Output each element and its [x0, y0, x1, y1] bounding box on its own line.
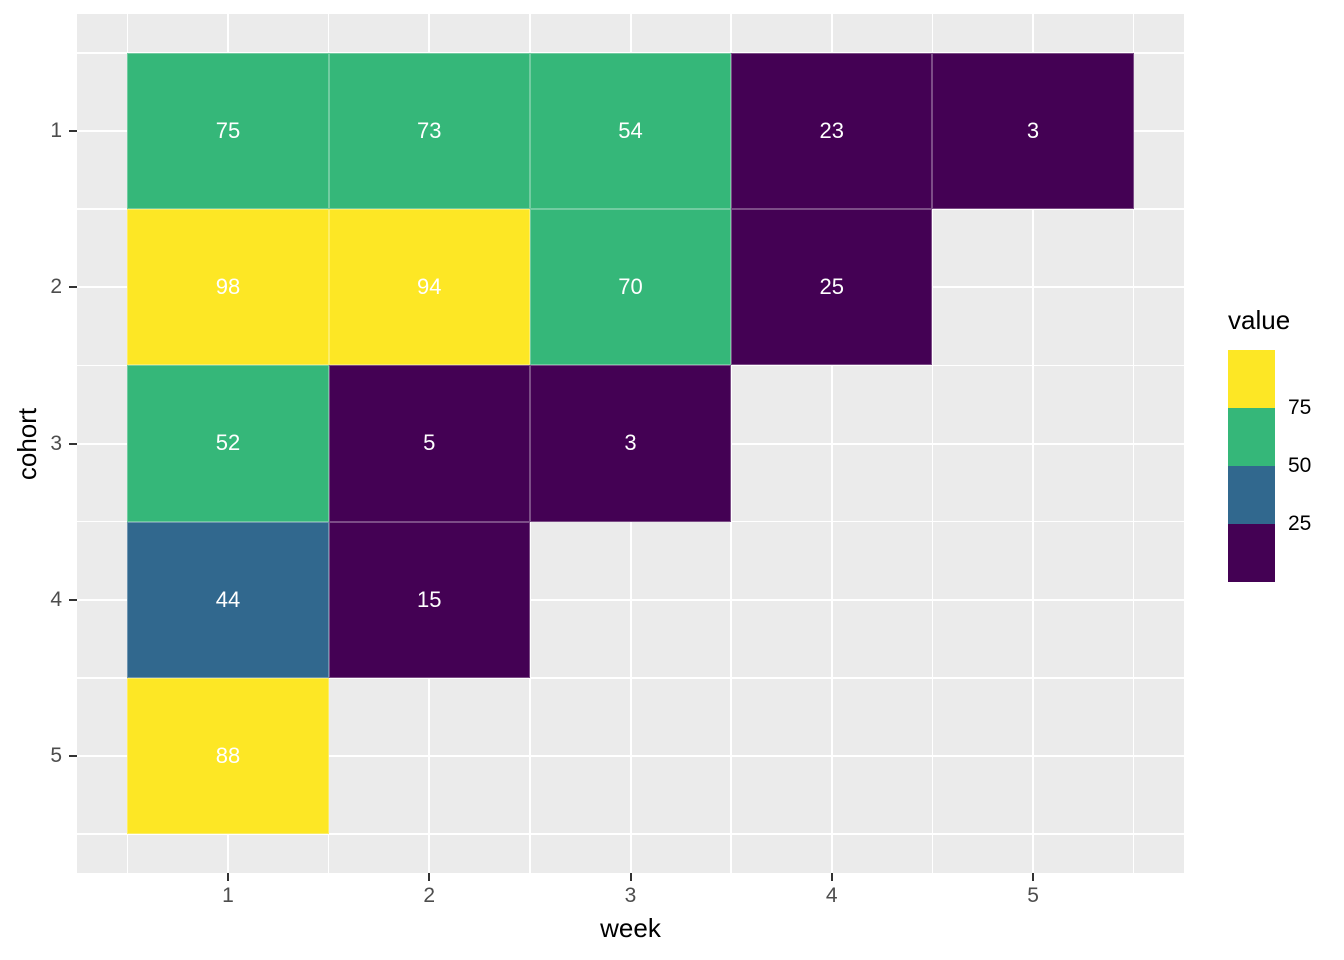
- y-tick-mark: [69, 598, 77, 601]
- y-tick-label: 2: [50, 275, 62, 299]
- legend-label: 75: [1288, 396, 1312, 419]
- tile-value-label: 15: [416, 586, 442, 612]
- heatmap-tile: 94: [328, 209, 530, 366]
- legend-label: 25: [1288, 512, 1312, 535]
- heatmap-tile: 5: [328, 365, 530, 522]
- heatmap-tile: 44: [127, 521, 329, 678]
- gridline-minor-v: [1132, 14, 1135, 873]
- gridline-major-v: [830, 14, 833, 873]
- tile-value-label: 5: [423, 430, 436, 456]
- gridline-minor-v: [730, 14, 732, 873]
- heatmap-tile: 23: [731, 53, 933, 210]
- heatmap-tile: 73: [328, 53, 530, 210]
- tile-value-label: 23: [819, 118, 844, 144]
- y-tick-label: 3: [50, 431, 62, 455]
- plot-panel: 75 73 54 23 3 98 94 70 25 52 5 3 44 15 88: [77, 14, 1184, 873]
- x-tick-label: 4: [825, 884, 838, 907]
- x-tick-label: 3: [624, 884, 637, 907]
- tile-value-label: 70: [618, 274, 643, 300]
- tile-value-label: 44: [215, 586, 241, 612]
- tile-value-label: 98: [215, 274, 241, 300]
- y-tick-mark: [69, 754, 77, 757]
- heatmap-tile: 75: [127, 53, 329, 210]
- x-tick-label: 5: [1027, 884, 1039, 907]
- tile-value-label: 3: [624, 430, 637, 456]
- heatmap-tile: 88: [127, 677, 329, 834]
- tile-value-label: 52: [215, 430, 241, 456]
- legend-color-segment: [1228, 350, 1275, 408]
- tile-value-label: 94: [416, 274, 442, 300]
- legend-title: value: [1228, 305, 1291, 335]
- y-tick-label: 5: [50, 743, 62, 767]
- gridline-major-h: [77, 754, 1184, 757]
- y-tick-mark: [69, 286, 77, 289]
- legend-color-segment: [1228, 466, 1275, 524]
- heatmap-tile: 3: [932, 53, 1134, 210]
- gridline-major-v: [1032, 14, 1035, 873]
- tile-value-label: 88: [215, 742, 241, 768]
- y-tick-mark: [69, 130, 77, 133]
- x-axis-title: week: [600, 913, 661, 943]
- heatmap-tile: 70: [529, 209, 732, 366]
- heatmap-tile: 15: [328, 521, 530, 678]
- heatmap-tile: 54: [529, 53, 732, 210]
- x-tick-mark: [428, 873, 431, 881]
- tile-value-label: 3: [1026, 118, 1040, 144]
- heatmap-tile: 3: [529, 365, 732, 522]
- gridline-minor-v: [931, 14, 934, 873]
- x-tick-mark: [830, 873, 833, 881]
- legend-colorbar: [1228, 350, 1275, 582]
- legend-color-segment: [1228, 408, 1275, 466]
- gridline-minor-h: [77, 833, 1184, 835]
- x-tick-label: 2: [423, 884, 436, 907]
- gridline-major-h: [77, 598, 1184, 601]
- x-tick-mark: [226, 873, 229, 881]
- legend-color-segment: [1228, 524, 1275, 582]
- heatmap-tile: 98: [127, 209, 329, 366]
- tile-value-label: 25: [819, 274, 844, 300]
- y-tick-mark: [69, 442, 77, 445]
- tile-value-label: 73: [416, 118, 442, 144]
- y-tick-label: 1: [50, 119, 62, 143]
- heatmap-tile: 25: [731, 209, 933, 366]
- x-tick-mark: [629, 873, 632, 881]
- y-tick-label: 4: [50, 587, 62, 611]
- tile-value-label: 54: [618, 118, 643, 144]
- heatmap-tile: 52: [127, 365, 329, 522]
- x-tick-label: 1: [222, 884, 234, 907]
- legend-label: 50: [1288, 454, 1312, 477]
- gridline-minor-h: [77, 677, 1184, 679]
- x-tick-mark: [1032, 873, 1035, 881]
- tile-value-label: 75: [215, 118, 241, 144]
- gridline-minor-h: [77, 520, 1184, 523]
